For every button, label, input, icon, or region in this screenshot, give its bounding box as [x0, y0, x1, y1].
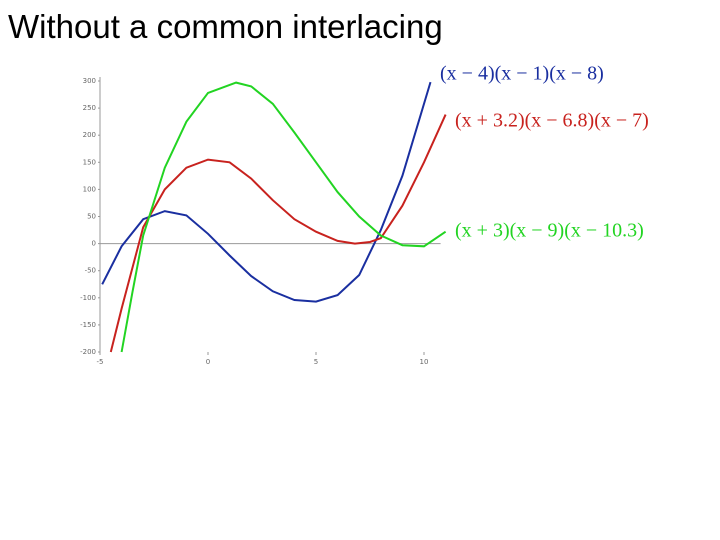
y-tick-label: -100 [80, 294, 96, 302]
y-tick-label: -200 [80, 348, 96, 356]
curve-label: (x + 3.2)(x − 6.8)(x − 7) [455, 110, 649, 132]
y-tick-label: 250 [83, 104, 96, 112]
y-tick-label: 100 [83, 185, 96, 193]
x-tick-label: -5 [97, 358, 104, 366]
x-tick-label: 5 [314, 358, 318, 366]
y-tick-label: -150 [80, 321, 96, 329]
y-tick-label: 150 [83, 158, 96, 166]
y-tick-label: -50 [85, 267, 96, 275]
y-tick-label: 0 [92, 240, 96, 248]
curve [101, 81, 432, 303]
x-tick-label: 10 [420, 358, 429, 366]
slide-title: Without a common interlacing [8, 8, 443, 45]
x-tick-label: 0 [206, 358, 210, 366]
curve [109, 114, 447, 353]
curve-label: (x − 4)(x − 1)(x − 8) [440, 63, 604, 85]
y-tick-label: 200 [83, 131, 96, 139]
y-tick-label: 300 [83, 77, 96, 85]
curve-label: (x + 3)(x − 9)(x − 10.3) [455, 220, 644, 242]
y-tick-label: 50 [87, 213, 96, 221]
curve [120, 81, 447, 353]
